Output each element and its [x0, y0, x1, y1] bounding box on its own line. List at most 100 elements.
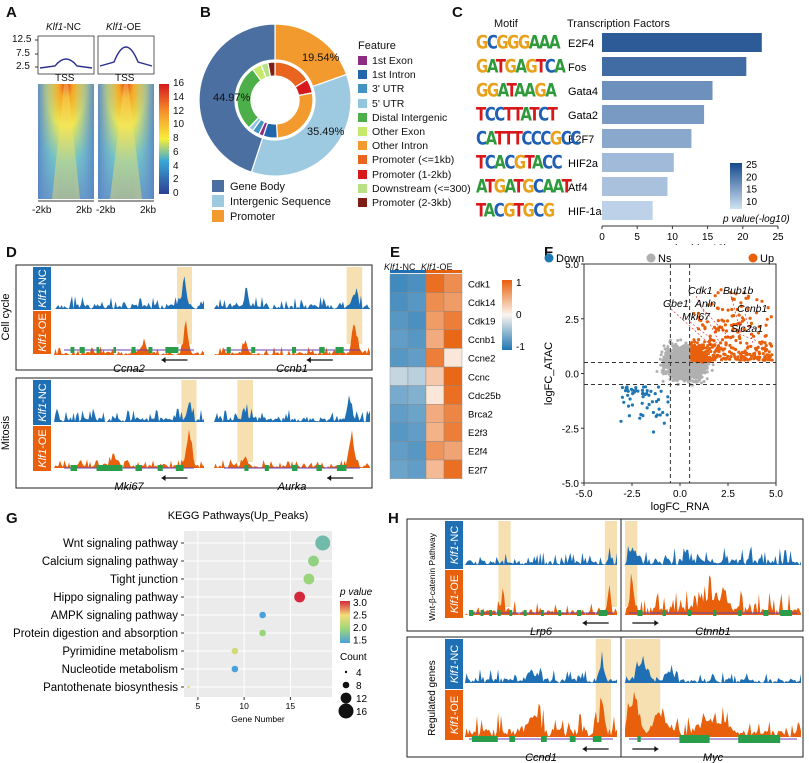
panel-e-heat-cell: [443, 348, 463, 368]
panel-f-point: [645, 389, 649, 393]
panel-d-gene-exon: [157, 465, 163, 471]
panel-h-track-oe: [625, 691, 801, 737]
panel-f-point: [738, 358, 742, 362]
panel-f-point: [659, 353, 663, 357]
panel-f-point: [675, 379, 679, 383]
panel-g-colorbar-tick: 3.0: [353, 598, 367, 609]
panel-f-point: [686, 353, 690, 357]
panel-f-gene-annotation: Mki67: [682, 311, 711, 323]
panel-f-point: [732, 322, 736, 327]
panel-e-heat-cell: [443, 422, 463, 442]
panel-f-point: [704, 364, 708, 368]
panel-f-point: [683, 353, 687, 357]
panel-f-point: [626, 393, 630, 397]
panel-f-point: [654, 399, 659, 404]
panel-f-legend-marker: [646, 253, 656, 263]
panel-f-point: [743, 357, 747, 361]
panel-f-point: [640, 392, 645, 396]
panel-f-point: [681, 372, 685, 376]
panel-g-size-legend-label: 12: [356, 694, 368, 705]
panel-h-gene-exon: [541, 736, 547, 742]
panel-e-heat-cell: [407, 366, 427, 386]
panel-c-x-tick-label: 5: [634, 232, 640, 243]
panel-d-gene-exon: [131, 347, 136, 353]
panel-d-track-nc: [54, 402, 204, 422]
panel-d-tab-oe: [33, 426, 51, 471]
panel-f-point: [724, 343, 728, 347]
panel-d-tab-oe-label: Klf1-OE: [37, 313, 49, 352]
panel-f-point: [692, 380, 696, 384]
panel-h-gene-exon: [469, 610, 474, 616]
panel-e-heat-cell: [389, 329, 409, 349]
panel-f-point: [671, 344, 675, 348]
panel-f-point: [716, 291, 720, 295]
panel-d-tab-nc: [33, 267, 51, 310]
panel-f-point: [736, 355, 740, 359]
panel-f-point: [700, 356, 704, 360]
panel-h-gene-exon: [713, 610, 717, 616]
panel-f-point: [620, 385, 625, 390]
panel-f-point: [763, 334, 767, 338]
panel-d-group-mitosis: Mitosis: [0, 415, 12, 450]
panel-f-point: [691, 366, 695, 369]
panel-f-point: [699, 369, 703, 372]
panel-h-track-oe: [465, 697, 617, 737]
panel-f-point: [680, 354, 684, 358]
panel-e-gene-label: Ccnc: [468, 372, 490, 383]
panel-f-point: [662, 344, 666, 348]
panel-h-gene-exon: [637, 610, 643, 616]
panel-f-point: [713, 294, 717, 298]
panel-f-point: [737, 350, 741, 354]
panel-f-point: [765, 353, 769, 357]
panel-f-point: [746, 345, 750, 349]
panel-f-y-tick-label: -2.5: [562, 424, 580, 435]
panel-c-tf-label: Gata2: [568, 110, 598, 122]
panel-f-point: [634, 386, 638, 390]
panel-f-point: [731, 335, 735, 339]
panel-f-point: [740, 350, 744, 355]
panel-e-heat-cell: [425, 273, 445, 293]
panel-f-point: [719, 358, 724, 362]
panel-f-point: [718, 354, 722, 358]
panel-g-colorbar: [340, 601, 350, 643]
panel-f-point: [729, 351, 734, 355]
panel-f-point: [763, 341, 767, 345]
panel-c-bar: [602, 201, 653, 220]
panel-f-point: [675, 344, 679, 348]
panel-label-a: A: [6, 4, 17, 21]
panel-h-track-oe: [465, 584, 617, 615]
panel-f-point: [729, 355, 733, 359]
panel-f-point: [651, 430, 656, 434]
panel-f-point: [660, 369, 664, 373]
panel-f-point: [666, 359, 670, 363]
panel-b-legend-item: Downstream (<=300): [358, 183, 471, 195]
panel-e-heat-cell: [443, 273, 463, 293]
panel-e-heat-cell: [389, 311, 409, 331]
panel-f-point: [720, 307, 725, 312]
panel-f-point: [710, 302, 714, 306]
panel-c-motif-logo: CATTTCCCGCC: [476, 127, 581, 150]
panel-h-highlight: [595, 639, 611, 733]
panel-f-y-tick-label: -5.0: [562, 479, 580, 490]
panel-e-heat-cell: [425, 366, 445, 386]
panel-h-tab-nc-label: Klf1-NC: [449, 645, 461, 684]
panel-d-gene-arrow-head: [306, 357, 311, 363]
panel-f-point: [716, 319, 720, 323]
panel-c-tf-label: HIF2a: [568, 158, 599, 170]
panel-f-legend-label: Ns: [658, 253, 672, 265]
panel-a-col-label-nc: Klf1-NC: [46, 22, 82, 33]
panel-f-point: [703, 340, 707, 344]
panel-d-track-oe: [214, 430, 370, 468]
panel-f-annotation-leader: [695, 295, 719, 341]
panel-h-gene-exon: [489, 610, 493, 616]
panel-g-size-legend-label: 16: [356, 707, 368, 718]
panel-e-heat-cell: [443, 403, 463, 423]
panel-f-point: [763, 355, 767, 359]
panel-c-motif-header: Motif: [494, 18, 518, 30]
panel-f-point: [698, 378, 702, 382]
panel-f-point: [638, 416, 642, 420]
panel-g-dot: [315, 535, 331, 551]
panel-h-gene-exon: [577, 610, 582, 616]
panel-c-bar: [602, 57, 747, 76]
panel-e-heat-cell: [407, 311, 427, 331]
